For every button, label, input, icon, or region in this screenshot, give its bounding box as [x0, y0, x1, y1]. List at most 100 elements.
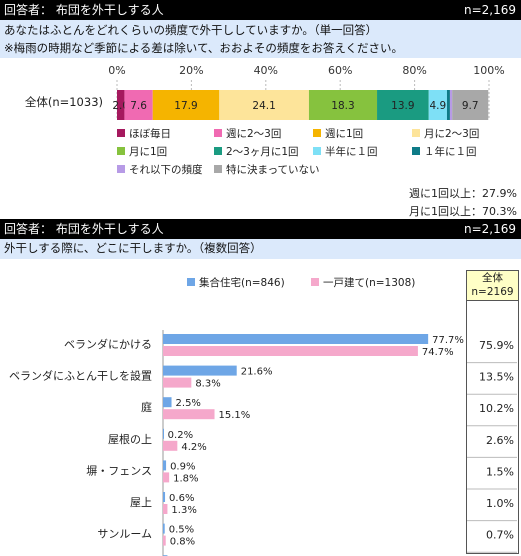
legend-item: 週に2～3回 — [214, 126, 281, 141]
section2-question-box: 外干しする際に、どこに干しますか。（複数回答） — [0, 239, 521, 259]
summary-weekly: 週に1回以上：27.9% — [409, 187, 517, 200]
legend-label: ほぼ毎日 — [129, 128, 171, 140]
legend-item: 月に1回 — [117, 144, 167, 159]
bar-segment — [452, 90, 489, 120]
data-label: 9.7 — [462, 100, 479, 112]
legend-item: 特に決まっていない — [214, 162, 320, 177]
x-tick-label: 20% — [179, 64, 203, 77]
section1-header-title: 回答者： 布団を外干しする人 — [4, 3, 164, 17]
total-value: 2.6% — [486, 434, 514, 447]
legend-swatch — [412, 147, 420, 155]
frequency-stacked-chart: 0% 20% 40% 60% 80% 100%全体(n=1033) 2.0 7.6 17.9 24… — [25, 64, 505, 120]
legend-label: １年に１回 — [424, 146, 477, 158]
legend-item: 2～3ヶ月に1回 — [214, 144, 299, 159]
section2-header-n: n=2,169 — [463, 222, 516, 236]
data-label: 8.3% — [195, 379, 220, 390]
legend-swatch — [412, 129, 420, 137]
section1-header-n: n=2,169 — [463, 3, 516, 17]
x-tick-label: 0% — [108, 64, 125, 77]
section2-header-title: 回答者： 布団を外干しする人 — [4, 222, 164, 236]
bar — [163, 535, 166, 546]
bar — [163, 397, 172, 408]
legend-swatch — [187, 278, 195, 286]
bar — [163, 377, 192, 388]
data-label: 1.3% — [171, 505, 196, 516]
data-label: 21.6% — [241, 367, 273, 378]
category-label: ベランダにふとん干しを設置 — [9, 369, 152, 383]
total-value: 1.0% — [486, 497, 514, 510]
x-tick-label: 40% — [254, 64, 278, 77]
section1-question-box: あなたはふとんをどれくらいの頻度で外干ししていますか。（単一回答） ※梅雨の時期… — [0, 20, 521, 58]
legend-item: 集合住宅(n=846) — [187, 275, 285, 290]
bar — [163, 409, 215, 420]
total-value: 0.7% — [486, 529, 514, 542]
category-label: サンルーム — [97, 528, 152, 541]
legend-label: 2～3ヶ月に1回 — [226, 146, 299, 158]
bar-segment — [117, 90, 125, 120]
data-label: 4.9 — [429, 100, 446, 112]
legend-swatch — [313, 147, 321, 155]
legend-label: 週に2～3回 — [226, 128, 282, 140]
total-column-header: 全体 n=2169 — [466, 270, 519, 301]
legend-item: １年に１回 — [412, 144, 477, 159]
data-label: 18.3 — [331, 100, 354, 112]
data-label: 4.2% — [181, 442, 206, 453]
legend-item: それ以下の頻度 — [117, 162, 203, 177]
category-label: 屋上 — [130, 496, 152, 509]
bar — [163, 460, 167, 471]
bar-segment — [446, 90, 450, 120]
legend-swatch — [117, 147, 125, 155]
legend-label: 特に決まっていない — [226, 164, 320, 176]
summary-monthly: 月に1回以上：70.3% — [409, 205, 517, 218]
x-tick-label: 80% — [402, 64, 426, 77]
section1-question: あなたはふとんをどれくらいの頻度で外干ししていますか。（単一回答） — [4, 23, 378, 37]
data-label: 0.6% — [169, 493, 194, 504]
legend-item: ほぼ毎日 — [117, 126, 171, 141]
total-column — [466, 300, 519, 554]
legend-label: それ以下の頻度 — [129, 164, 203, 176]
data-label: 0.9% — [170, 461, 195, 472]
data-label: 74.7% — [422, 347, 454, 358]
total-value: 75.9% — [479, 339, 514, 352]
data-label: 2.5% — [176, 398, 201, 409]
bar — [163, 428, 164, 439]
category-label: 全体(n=1033) — [25, 95, 103, 109]
bar — [163, 492, 166, 502]
bar — [163, 523, 165, 534]
section1-note: ※梅雨の時期など季節による差は除いて、おおよその頻度をお答えください。 — [4, 41, 404, 55]
bar-segment — [124, 90, 153, 120]
legend-item: 半年に１回 — [313, 144, 378, 159]
bar — [163, 440, 178, 451]
location-grouped-chart: ベランダにかける 77.7%74.7% 75.9% ベランダにふとん干しを設置 21.6… — [9, 330, 517, 556]
section1-header: 回答者： 布団を外干しする人 n=2,169 — [0, 0, 521, 20]
data-label: 13.9 — [391, 100, 414, 112]
x-tick-label: 60% — [328, 64, 352, 77]
bar — [163, 334, 429, 344]
legend-swatch — [214, 165, 222, 173]
data-label: 0.5% — [169, 525, 194, 536]
data-label: 77.7% — [432, 335, 464, 346]
legend-item: 週に1回 — [313, 126, 363, 141]
legend-swatch — [214, 129, 222, 137]
data-label: 15.1% — [219, 410, 251, 421]
section2-header: 回答者： 布団を外干しする人 n=2,169 — [0, 219, 521, 239]
data-label: 7.6 — [130, 100, 147, 112]
bar — [163, 346, 418, 356]
legend-label: 週に1回 — [325, 128, 364, 140]
total-value: 10.2% — [479, 402, 514, 415]
x-tick-label: 100% — [473, 64, 504, 77]
legend-swatch — [313, 129, 321, 137]
data-label: 0.8% — [170, 537, 195, 548]
bar-segment — [428, 90, 447, 120]
legend-swatch — [117, 129, 125, 137]
legend-label: 集合住宅(n=846) — [199, 277, 285, 289]
legend-label: 半年に１回 — [325, 146, 378, 158]
bar — [163, 365, 237, 376]
legend-item: 月に2～3回 — [412, 126, 479, 141]
total-value: 1.5% — [486, 465, 514, 478]
bar-segment — [152, 90, 220, 120]
data-label: 0.2% — [168, 430, 193, 441]
bar — [163, 504, 168, 514]
bar-segment — [219, 90, 309, 120]
legend-swatch — [117, 165, 125, 173]
